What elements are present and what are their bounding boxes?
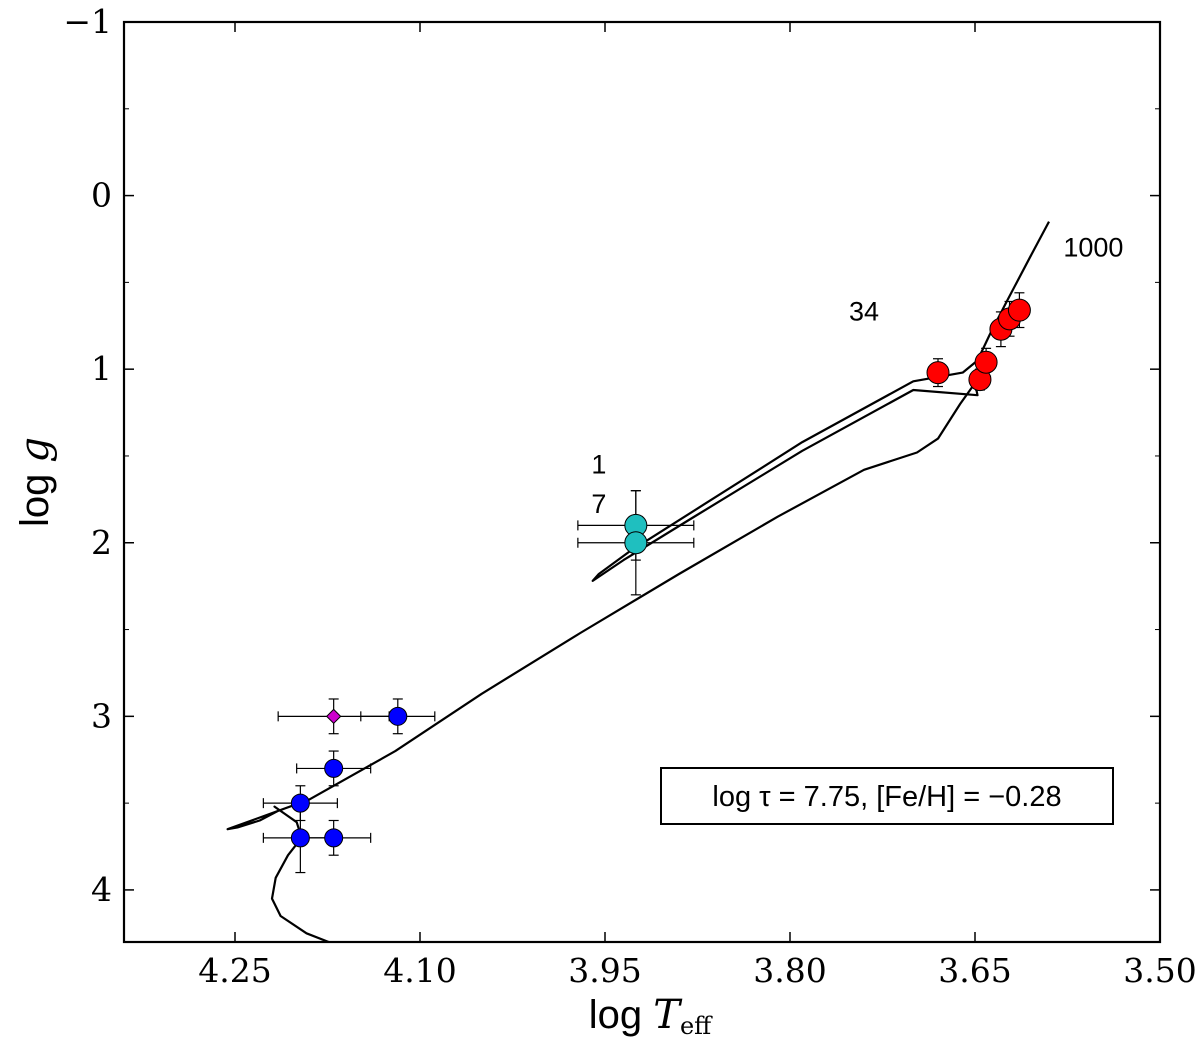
- x-tick-label: 3.50: [1123, 951, 1196, 990]
- legend-text: log τ = 7.75, [Fe/H] = −0.28: [712, 781, 1061, 813]
- annotation-label: 1: [591, 449, 606, 479]
- x-axis-label: log Teff: [589, 992, 713, 1040]
- data-point: [324, 828, 344, 848]
- y-axis-label: log g: [12, 437, 58, 527]
- y-tick-label: 0: [91, 176, 112, 215]
- y-tick-label: −1: [63, 2, 112, 41]
- data-point: [290, 828, 310, 848]
- y-tick-label: 2: [91, 523, 112, 562]
- data-points: [290, 298, 1031, 848]
- x-tick-label: 3.95: [568, 951, 641, 990]
- annotation-label: 7: [591, 489, 606, 519]
- annotation-label: 34: [849, 297, 879, 327]
- x-tick-label: 3.80: [753, 951, 826, 990]
- data-point-diamond: [325, 708, 342, 725]
- x-tick-label: 3.65: [938, 951, 1011, 990]
- isochrone-line: [226, 221, 1050, 944]
- data-point: [388, 706, 408, 726]
- data-point: [974, 350, 998, 374]
- annotations: 1 7 34 1000: [591, 232, 1123, 519]
- y-tick-label: 4: [91, 870, 112, 909]
- y-tick-label: 3: [91, 696, 112, 735]
- data-point: [1007, 298, 1031, 322]
- data-point: [926, 361, 950, 385]
- x-tick-label: 4.10: [383, 951, 456, 990]
- data-point: [324, 758, 344, 778]
- y-tick-label: 1: [91, 349, 112, 388]
- isochrone-layer: [226, 221, 1050, 944]
- plot-frame: [122, 20, 1162, 944]
- x-tick-label: 4.25: [198, 951, 271, 990]
- annotation-label: 1000: [1063, 232, 1123, 262]
- data-point: [290, 793, 310, 813]
- legend-box: log τ = 7.75, [Fe/H] = −0.28: [660, 767, 1114, 825]
- data-point: [624, 531, 648, 555]
